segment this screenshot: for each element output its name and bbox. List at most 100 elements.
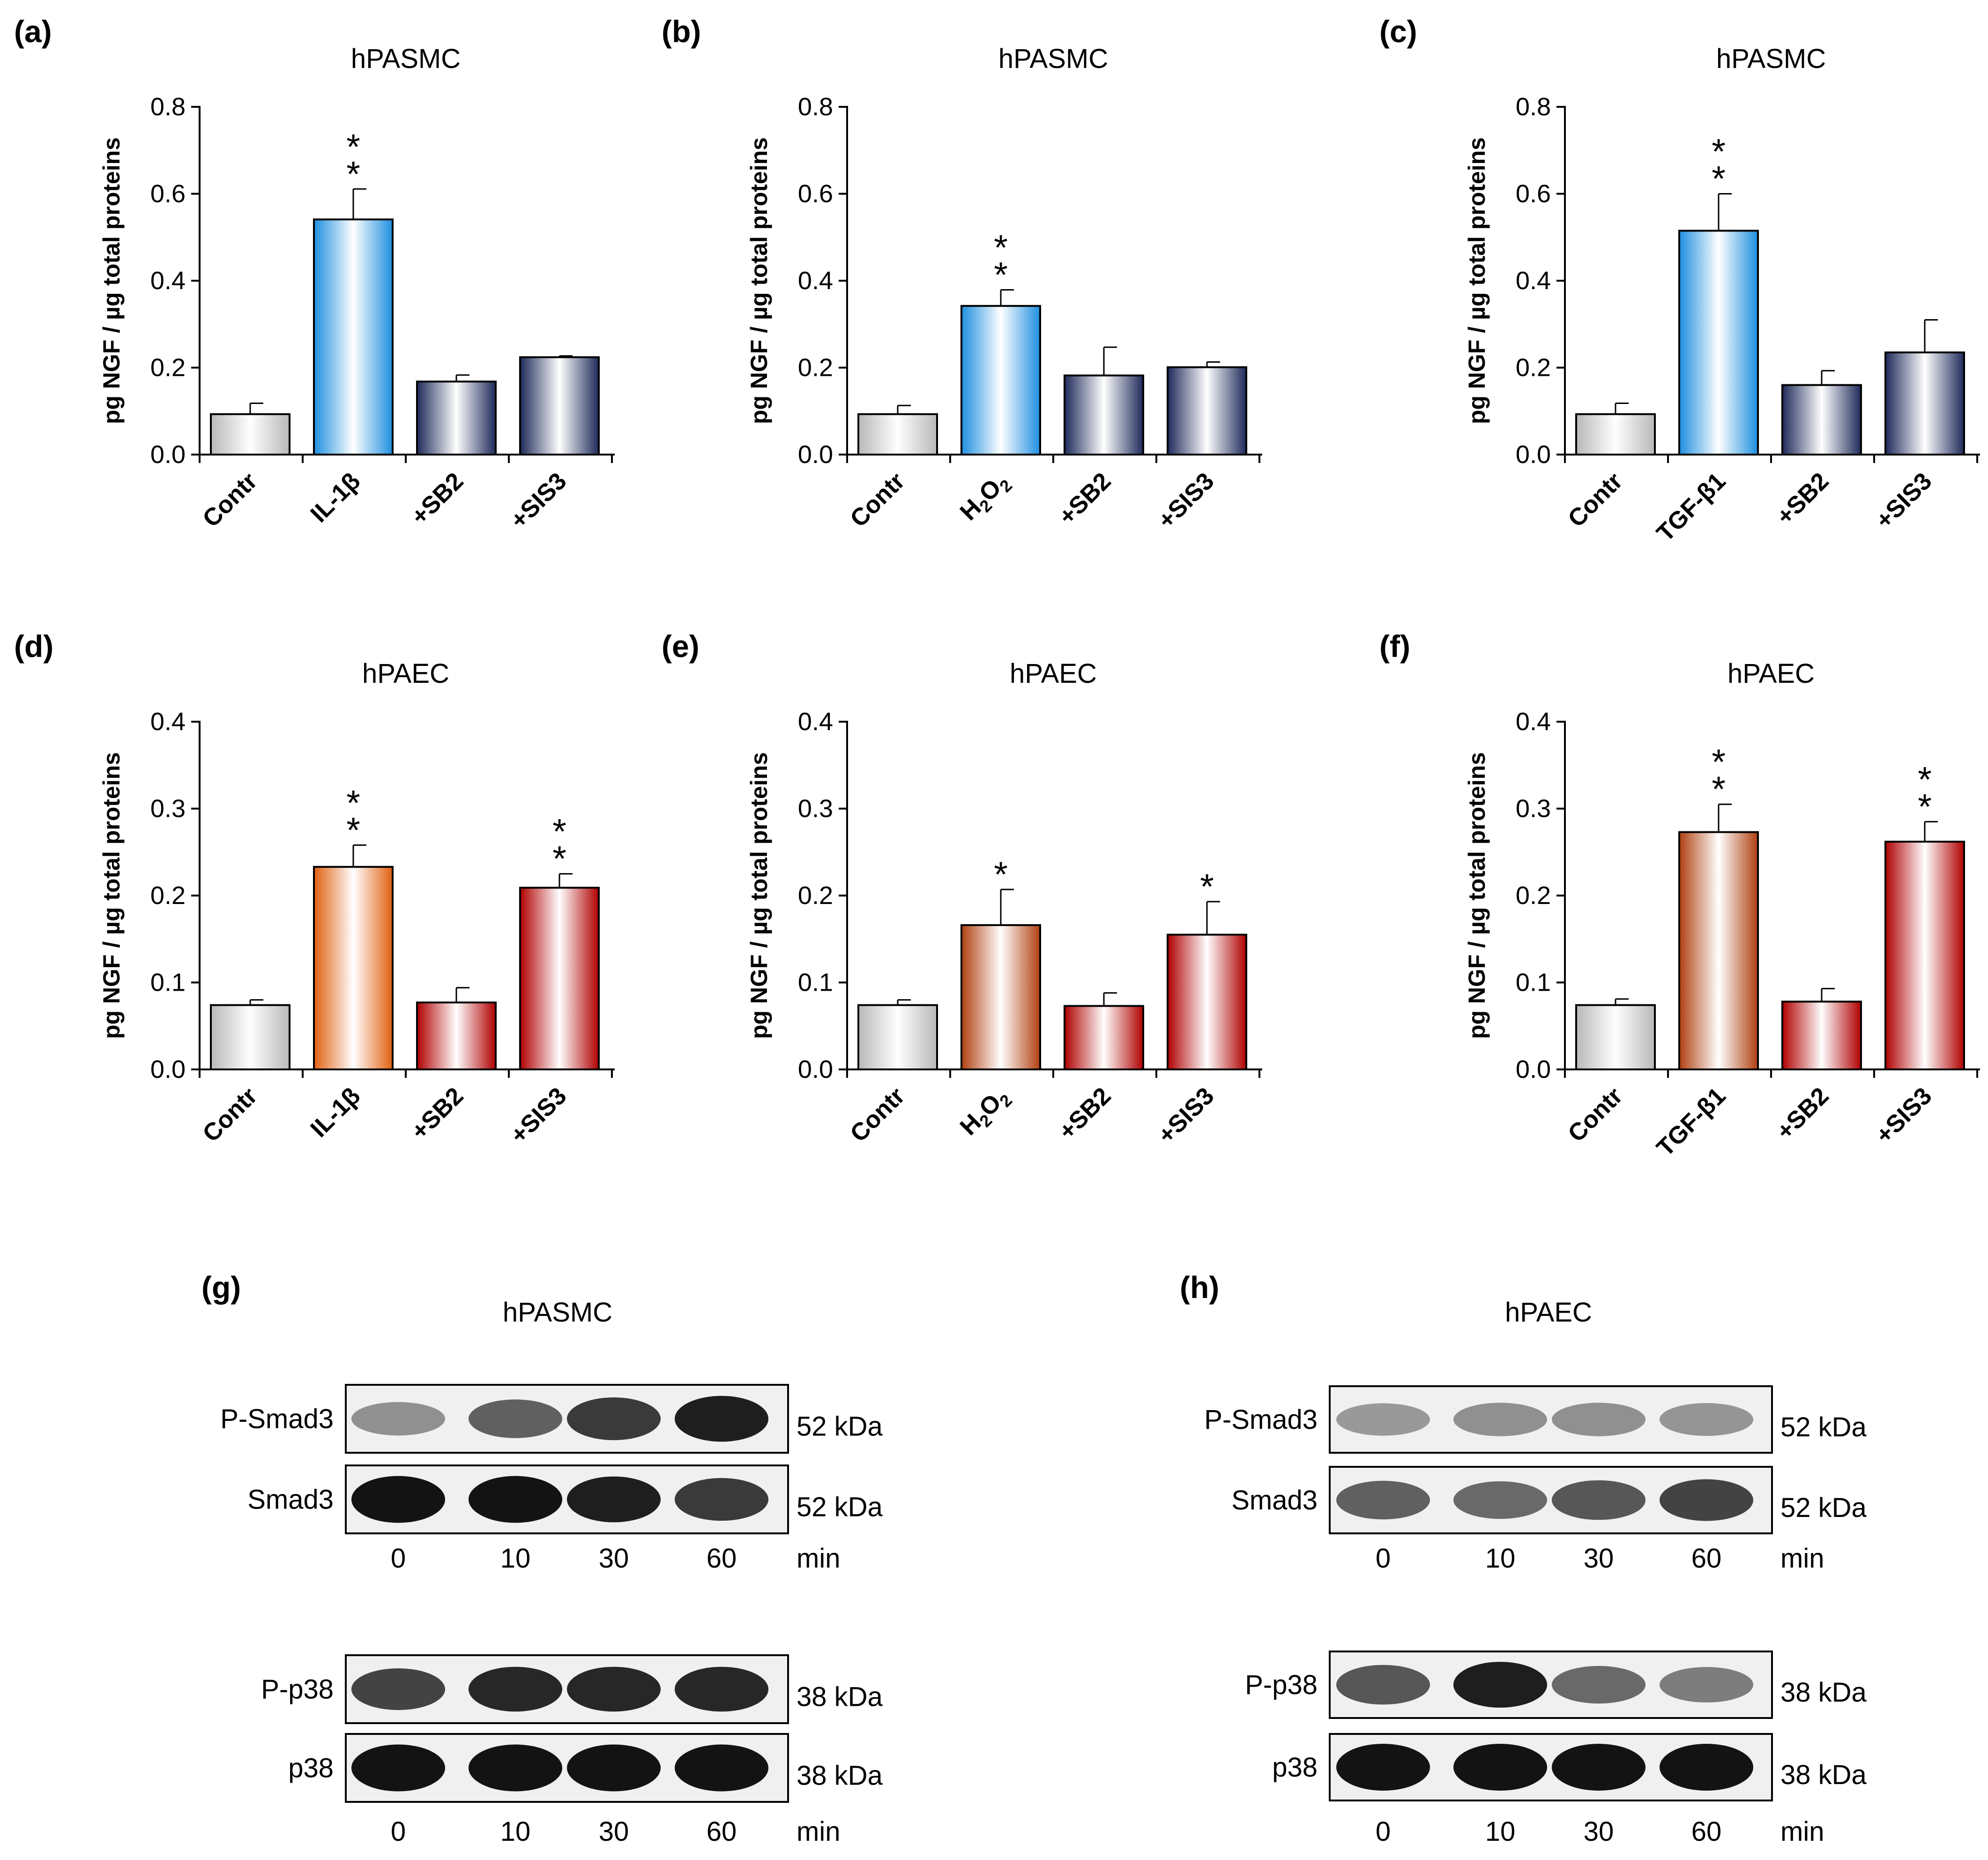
y-tick-label: 0.1	[150, 969, 186, 997]
y-axis-label: pg NGF / µg total proteins	[746, 137, 772, 424]
chart-title: hPASMC	[351, 44, 461, 74]
lane-label: 30	[599, 1543, 629, 1574]
y-tick-label: 0.8	[1516, 93, 1551, 121]
protein-band	[1552, 1403, 1645, 1436]
panel-letter: (b)	[662, 14, 701, 49]
molecular-weight-label: 52 kDa	[1780, 1412, 1867, 1442]
panel-letter-text: (a)	[14, 14, 52, 49]
protein-band	[1336, 1744, 1430, 1791]
category-label: Contr	[197, 467, 262, 532]
panel-letter: (g)	[201, 1270, 241, 1305]
y-tick-label: 0.4	[150, 267, 186, 295]
y-tick-label: 0.0	[150, 441, 186, 469]
bar-1	[857, 1004, 938, 1070]
bar-chart-d: (d) hPAEC pg NGF / µg total proteins 0.0 0.1…	[14, 629, 615, 1149]
protein-band	[469, 1476, 562, 1523]
y-tick-label: 0.8	[798, 93, 833, 121]
y-tick-label: 0.2	[798, 881, 833, 910]
molecular-weight-label: 52 kDa	[797, 1492, 883, 1523]
y-tick-label: 0.6	[1516, 180, 1551, 208]
significance-star: *	[994, 255, 1008, 295]
protein-band	[567, 1397, 661, 1441]
time-unit-label: min	[1780, 1543, 1824, 1574]
blot-row-label: P-p38	[261, 1674, 334, 1705]
protein-band	[675, 1478, 768, 1521]
protein-band	[351, 1476, 445, 1523]
lane-label: 60	[707, 1543, 737, 1574]
significance-star: *	[1712, 132, 1726, 172]
bar-3	[1781, 384, 1862, 456]
y-tick-label: 0.3	[1516, 795, 1551, 823]
y-axis-label: pg NGF / µg total proteins	[1464, 137, 1490, 424]
panel-letter: (d)	[14, 629, 53, 664]
blot-row-label: Smad3	[1231, 1485, 1318, 1516]
chart-title: hPASMC	[998, 44, 1108, 74]
panel-letter-text: (e)	[662, 629, 700, 664]
bar-chart-a: (a) hPASMC pg NGF / µg total proteins 0.0 0.…	[14, 14, 615, 534]
protein-band	[567, 1666, 661, 1712]
western-blots: (g) hPASMC P-Smad3 52 kDa Smad3 52 kDa P-p38 38…	[201, 1270, 1867, 1847]
molecular-weight-label: 38 kDa	[797, 1761, 883, 1791]
lane-label: 30	[1584, 1816, 1614, 1847]
lane-label: 10	[1485, 1543, 1516, 1574]
significance-star: *	[552, 839, 566, 879]
category-label: Contr	[1563, 1082, 1628, 1147]
category-label: Contr	[845, 467, 910, 532]
protein-band	[1453, 1403, 1547, 1436]
category-label: IL-1β	[305, 1082, 366, 1143]
significance-star: *	[346, 154, 360, 194]
category-label: +SB2	[406, 1082, 469, 1145]
panel-letter-text: (b)	[662, 14, 701, 49]
category-label: Contr	[1563, 467, 1628, 532]
protein-band	[351, 1744, 445, 1792]
bar-2	[1678, 230, 1759, 456]
blot-row: Smad3 52 kDa	[1231, 1466, 1867, 1534]
panel-letter: (a)	[14, 14, 52, 49]
lane-label: 0	[1376, 1816, 1391, 1847]
blot-row-label: P-Smad3	[1204, 1404, 1318, 1435]
panel-letter-text: (c)	[1379, 14, 1417, 49]
category-label: Contr	[845, 1082, 910, 1147]
protein-band	[1336, 1403, 1430, 1436]
significance-star: *	[1918, 787, 1932, 827]
significance-star: *	[346, 127, 360, 167]
protein-band	[1552, 1666, 1645, 1704]
chart-title: hPAEC	[1727, 658, 1815, 689]
protein-band	[567, 1744, 661, 1792]
blot-strip	[1329, 1385, 1773, 1454]
panel-letter-text: (d)	[14, 629, 53, 664]
category-label: +SIS3	[1870, 467, 1937, 534]
category-label: +SB2	[1053, 467, 1116, 530]
significance-star: *	[552, 812, 566, 852]
panel-letter: (e)	[662, 629, 700, 664]
protein-band	[567, 1476, 661, 1523]
blot-row: P-Smad3 52 kDa	[220, 1384, 883, 1454]
category-label: +SIS3	[1870, 1082, 1937, 1149]
category-label: TGF-β1	[1652, 467, 1731, 547]
significance-star: *	[346, 783, 360, 823]
blot-row: P-Smad3 52 kDa	[1204, 1385, 1867, 1454]
bar-charts: (a) hPASMC pg NGF / µg total proteins 0.0 0.…	[14, 14, 1980, 1162]
blot-row: P-p38 38 kDa	[1245, 1651, 1867, 1719]
significance-star: *	[994, 228, 1008, 268]
y-tick-label: 0.4	[1516, 267, 1551, 295]
protein-band	[1552, 1744, 1645, 1791]
category-label: +SB2	[406, 467, 469, 530]
time-unit-label: min	[797, 1543, 840, 1574]
lane-label: 10	[500, 1543, 531, 1574]
lane-label: 60	[707, 1816, 737, 1847]
blot-title: hPASMC	[503, 1297, 612, 1328]
lane-label: 30	[1584, 1543, 1614, 1574]
bar-1	[210, 413, 290, 456]
time-unit-label: min	[797, 1816, 840, 1847]
blot-row-label: p38	[1272, 1752, 1318, 1783]
blot-row-label: P-Smad3	[220, 1404, 334, 1434]
y-tick-label: 0.6	[150, 180, 186, 208]
bar-chart-f: (f) hPAEC pg NGF / µg total proteins 0.0 0.1…	[1379, 629, 1980, 1162]
panel-letter-text: (f)	[1379, 629, 1410, 664]
protein-band	[351, 1402, 445, 1436]
y-tick-label: 0.1	[798, 969, 833, 997]
blot-row: p38 38 kDa	[288, 1733, 883, 1803]
protein-band	[675, 1744, 768, 1792]
lane-label: 60	[1691, 1816, 1722, 1847]
